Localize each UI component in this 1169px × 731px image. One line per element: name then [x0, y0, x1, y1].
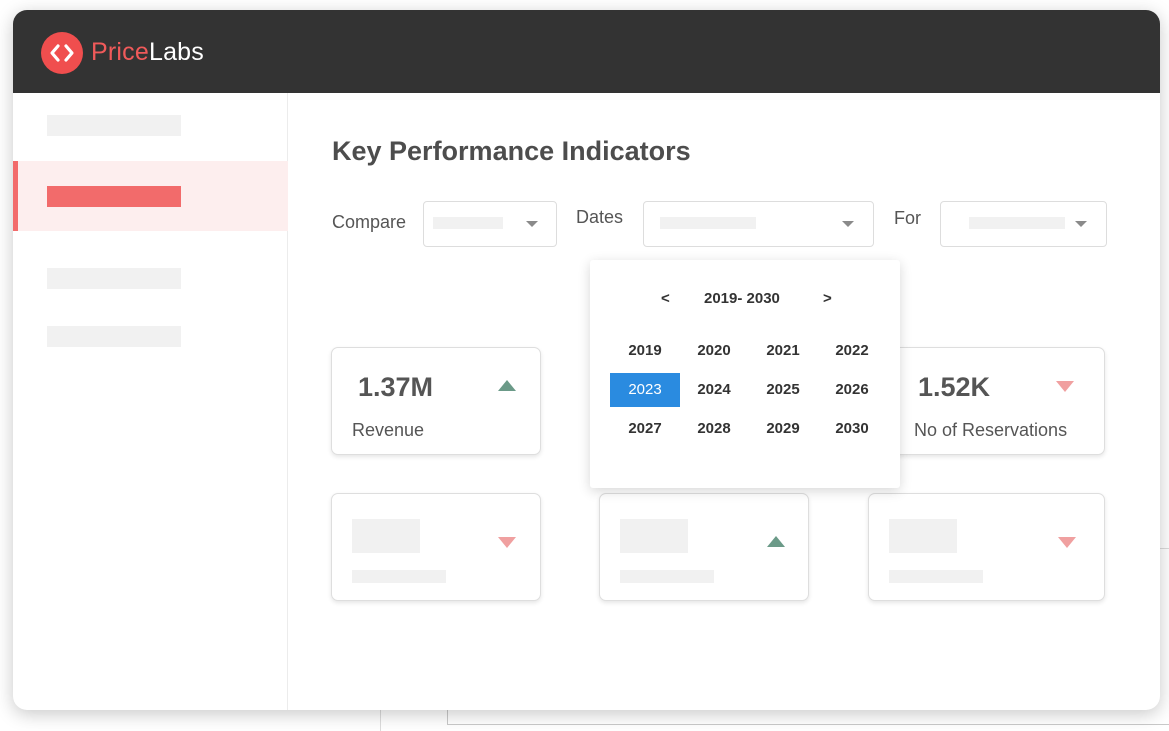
trend-down-icon — [498, 537, 516, 548]
year-option-2025[interactable]: 2025 — [766, 381, 800, 398]
pricelabs-logo-icon[interactable] — [41, 32, 83, 74]
compare-select[interactable] — [423, 201, 557, 247]
year-option-2023[interactable]: 2023 — [610, 373, 680, 407]
year-option-2021[interactable]: 2021 — [766, 342, 800, 359]
kpi-value: 1.52K — [918, 372, 991, 402]
kpi-label-placeholder — [352, 570, 446, 583]
year-range-label: 2019- 2030 — [704, 290, 780, 307]
background-divider — [380, 700, 381, 731]
kpi-value-placeholder — [889, 519, 957, 553]
for-label: For — [894, 208, 921, 228]
for-select[interactable] — [940, 201, 1107, 247]
year-option-2024[interactable]: 2024 — [697, 381, 731, 398]
year-option-2022[interactable]: 2022 — [835, 342, 869, 359]
prev-range-button[interactable]: < — [661, 290, 670, 307]
sidebar-item-placeholder[interactable] — [47, 115, 181, 136]
next-range-button[interactable]: > — [823, 290, 832, 307]
kpi-label-placeholder — [620, 570, 714, 583]
year-option-2028[interactable]: 2028 — [697, 420, 731, 437]
year-picker-popover: < 2019- 2030 > 2019 2020 2021 2022 2023 2024 2… — [590, 260, 900, 488]
page-title: Key Performance Indicators — [332, 136, 691, 166]
sidebar-item-placeholder — [47, 186, 181, 207]
select-value-placeholder — [660, 217, 756, 229]
sidebar — [13, 93, 288, 710]
kpi-value: 1.37M — [358, 372, 434, 402]
kpi-card-reservations[interactable]: 1.52K No of Reservations — [893, 347, 1105, 455]
sidebar-item-placeholder[interactable] — [47, 326, 181, 347]
year-option-2020[interactable]: 2020 — [697, 342, 731, 359]
sidebar-item-placeholder[interactable] — [47, 268, 181, 289]
kpi-value-placeholder — [620, 519, 688, 553]
kpi-card-revenue[interactable]: 1.37M Revenue — [331, 347, 541, 455]
background-divider — [447, 724, 1169, 725]
kpi-card-placeholder[interactable] — [331, 493, 541, 601]
title-bar: PriceLabs — [13, 10, 1160, 93]
kpi-label: Revenue — [352, 420, 425, 440]
year-option-2029[interactable]: 2029 — [766, 420, 800, 437]
brand-name-first: Price — [91, 38, 149, 66]
chevron-down-icon — [842, 221, 854, 227]
chevron-down-icon — [1075, 221, 1087, 227]
brand-name-second: Labs — [148, 38, 204, 66]
year-option-2026[interactable]: 2026 — [835, 381, 869, 398]
kpi-label: No of Reservations — [914, 420, 1068, 440]
app-window: PriceLabs Key Performance Indicators Com… — [13, 10, 1160, 710]
year-option-2027[interactable]: 2027 — [628, 420, 662, 437]
background-divider — [447, 700, 448, 725]
select-value-placeholder — [433, 217, 503, 229]
year-option-2019[interactable]: 2019 — [628, 342, 662, 359]
kpi-card-placeholder[interactable] — [599, 493, 809, 601]
chevron-down-icon — [526, 221, 538, 227]
year-option-2030[interactable]: 2030 — [835, 420, 869, 437]
dates-select[interactable] — [643, 201, 874, 247]
kpi-label-placeholder — [889, 570, 983, 583]
select-value-placeholder — [969, 217, 1065, 229]
trend-up-icon — [498, 380, 516, 391]
background-divider — [1159, 548, 1169, 549]
kpi-card-placeholder[interactable] — [868, 493, 1105, 601]
sidebar-item-active[interactable] — [13, 161, 288, 231]
trend-down-icon — [1056, 381, 1074, 392]
dates-label: Dates — [576, 207, 624, 227]
active-indicator — [13, 161, 18, 231]
compare-label: Compare — [332, 212, 407, 232]
kpi-value-placeholder — [352, 519, 420, 553]
trend-down-icon — [1058, 537, 1076, 548]
brand-name: PriceLabs — [91, 38, 204, 67]
trend-up-icon — [767, 536, 785, 547]
